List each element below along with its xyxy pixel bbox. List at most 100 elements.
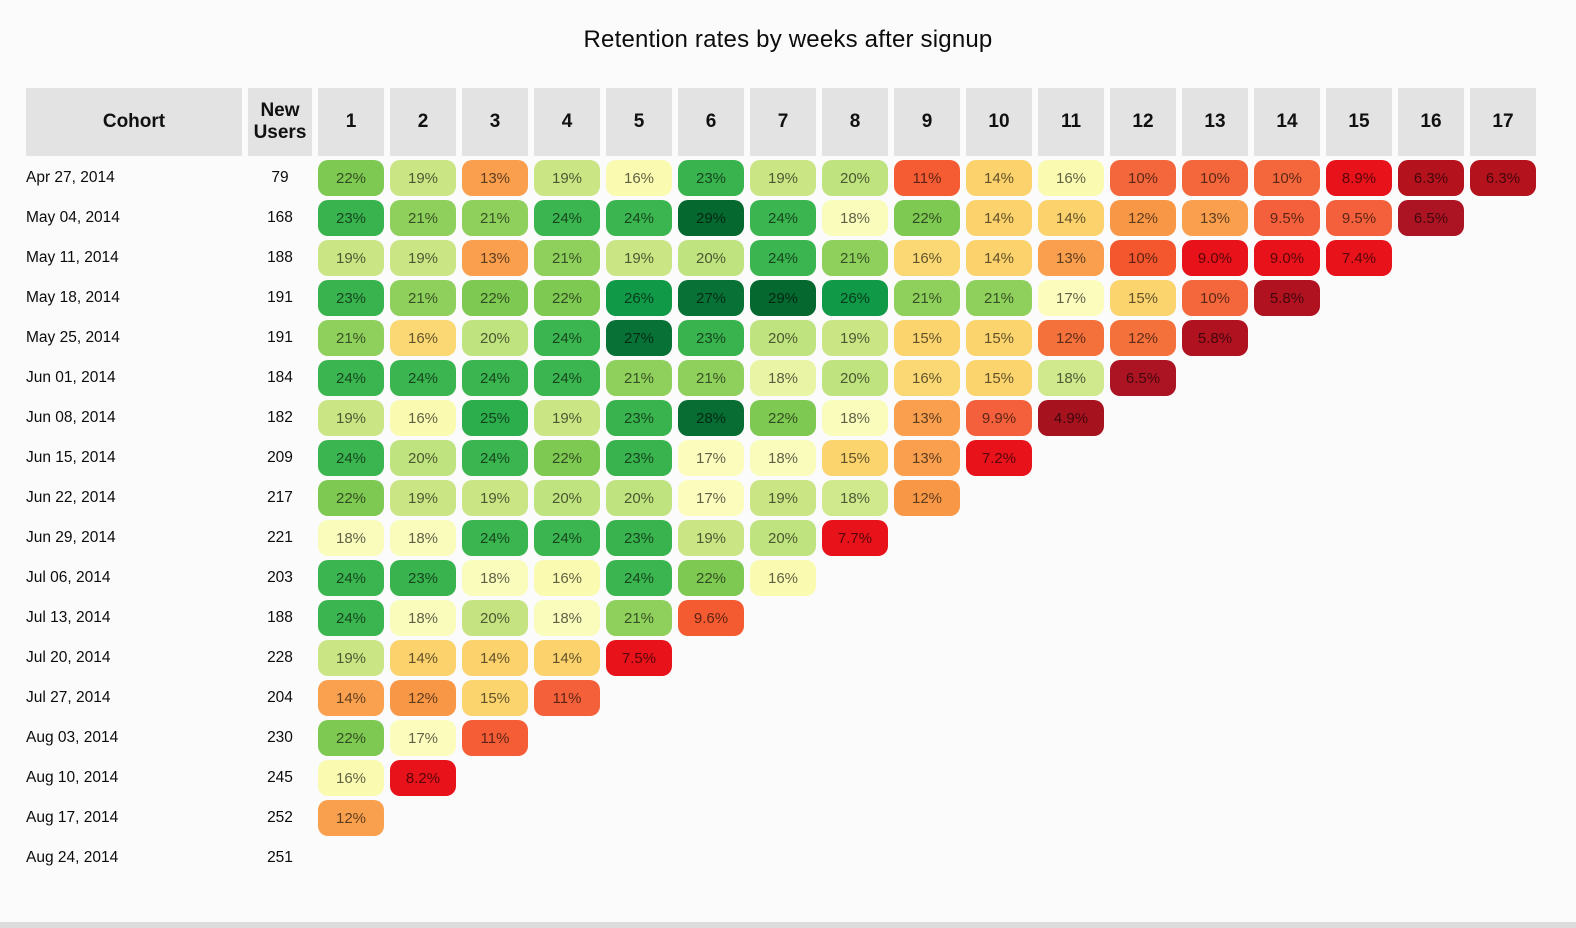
retention-cell: 14% — [966, 200, 1032, 236]
retention-cell: 24% — [534, 320, 600, 356]
retention-cell: 18% — [390, 600, 456, 636]
retention-cell: 18% — [822, 200, 888, 236]
retention-cell: 16% — [390, 320, 456, 356]
retention-cell: 24% — [462, 360, 528, 396]
retention-cell: 8.9% — [1326, 160, 1392, 196]
retention-cell: 22% — [318, 480, 384, 516]
retention-cell: 20% — [462, 600, 528, 636]
retention-cell: 17% — [1038, 280, 1104, 316]
cohort-date: May 04, 2014 — [26, 209, 120, 226]
cohort-column-header: Cohort — [26, 88, 242, 156]
week-column-header-5: 5 — [606, 88, 672, 156]
retention-cell: 20% — [462, 320, 528, 356]
retention-cell: 17% — [678, 480, 744, 516]
retention-cell: 13% — [894, 440, 960, 476]
retention-cell: 13% — [462, 160, 528, 196]
retention-cell: 22% — [534, 280, 600, 316]
retention-cell: 24% — [750, 240, 816, 276]
retention-cell: 20% — [750, 320, 816, 356]
retention-cell: 19% — [606, 240, 672, 276]
retention-cell: 6.3% — [1470, 160, 1536, 196]
retention-cell: 12% — [1038, 320, 1104, 356]
cohort-date: Jul 27, 2014 — [26, 689, 111, 706]
retention-cell: 14% — [966, 160, 1032, 196]
retention-cell: 20% — [606, 480, 672, 516]
retention-cell: 18% — [462, 560, 528, 596]
cohort-date: May 18, 2014 — [26, 289, 120, 306]
retention-cell: 17% — [390, 720, 456, 756]
retention-cell: 24% — [606, 560, 672, 596]
retention-cell: 8.2% — [390, 760, 456, 796]
retention-cell: 15% — [966, 320, 1032, 356]
week-column-header-4: 4 — [534, 88, 600, 156]
retention-cell: 4.9% — [1038, 400, 1104, 436]
retention-cell: 13% — [1182, 200, 1248, 236]
retention-cell: 11% — [462, 720, 528, 756]
retention-cell: 10% — [1182, 160, 1248, 196]
week-column-header-2: 2 — [390, 88, 456, 156]
week-column-header-9: 9 — [894, 88, 960, 156]
retention-cell: 9.6% — [678, 600, 744, 636]
retention-table: Cohort New Users 1 2 3 4 5 6 7 8 9 10 11 12 13 14 15 16 17… — [26, 88, 1536, 876]
retention-cell: 24% — [534, 360, 600, 396]
retention-cell: 20% — [390, 440, 456, 476]
retention-cell: 16% — [318, 760, 384, 796]
cohort-date: Aug 10, 2014 — [26, 769, 119, 786]
cohort-new-users: 217 — [267, 489, 293, 506]
retention-cell: 18% — [750, 440, 816, 476]
cohort-date: May 25, 2014 — [26, 329, 120, 346]
retention-cell: 22% — [318, 160, 384, 196]
retention-cell: 17% — [678, 440, 744, 476]
cohort-new-users: 184 — [267, 369, 293, 386]
retention-cell: 23% — [678, 320, 744, 356]
cohort-date: Apr 27, 2014 — [26, 169, 115, 186]
week-column-header-10: 10 — [966, 88, 1032, 156]
cohort-new-users: 188 — [267, 609, 293, 626]
retention-cell: 19% — [534, 160, 600, 196]
retention-cell: 23% — [318, 280, 384, 316]
retention-cell: 21% — [606, 600, 672, 636]
retention-cell: 21% — [894, 280, 960, 316]
week-column-header-8: 8 — [822, 88, 888, 156]
retention-cell: 18% — [318, 520, 384, 556]
retention-cell: 21% — [318, 320, 384, 356]
cohort-new-users: 245 — [267, 769, 293, 786]
cohort-new-users: 203 — [267, 569, 293, 586]
week-column-header-3: 3 — [462, 88, 528, 156]
retention-cell: 29% — [750, 280, 816, 316]
retention-cell: 19% — [390, 160, 456, 196]
retention-cell: 14% — [318, 680, 384, 716]
retention-cell: 15% — [462, 680, 528, 716]
retention-cell: 13% — [462, 240, 528, 276]
cohort-new-users: 188 — [267, 249, 293, 266]
retention-cell: 18% — [534, 600, 600, 636]
retention-cell: 14% — [390, 640, 456, 676]
retention-cell: 14% — [534, 640, 600, 676]
week-column-header-15: 15 — [1326, 88, 1392, 156]
retention-cell: 9.0% — [1182, 240, 1248, 276]
retention-cell: 7.2% — [966, 440, 1032, 476]
retention-cell: 22% — [462, 280, 528, 316]
week-column-header-6: 6 — [678, 88, 744, 156]
retention-cell: 25% — [462, 400, 528, 436]
cohort-new-users: 251 — [267, 849, 293, 866]
retention-cell: 19% — [318, 640, 384, 676]
retention-cell: 15% — [894, 320, 960, 356]
retention-cell: 22% — [534, 440, 600, 476]
retention-cell: 21% — [462, 200, 528, 236]
cohort-date: Jun 08, 2014 — [26, 409, 116, 426]
retention-cell: 20% — [534, 480, 600, 516]
retention-cell: 19% — [390, 240, 456, 276]
cohort-date: Jul 06, 2014 — [26, 569, 111, 586]
retention-cell: 19% — [750, 160, 816, 196]
chart-title: Retention rates by weeks after signup — [583, 26, 993, 53]
retention-cell: 9.0% — [1254, 240, 1320, 276]
retention-cell: 10% — [1110, 240, 1176, 276]
retention-cell: 13% — [1038, 240, 1104, 276]
retention-cell: 29% — [678, 200, 744, 236]
retention-cell: 21% — [390, 200, 456, 236]
retention-cell: 24% — [318, 360, 384, 396]
week-column-header-13: 13 — [1182, 88, 1248, 156]
retention-cell: 20% — [822, 160, 888, 196]
